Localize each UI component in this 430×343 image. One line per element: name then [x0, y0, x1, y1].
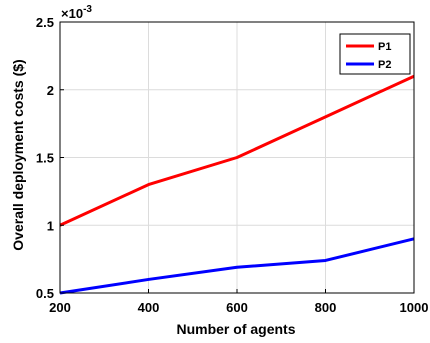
series-line-p2	[59, 237, 415, 295]
x-tick-label: 200	[49, 300, 71, 315]
x-tick-label: 1000	[400, 300, 429, 315]
y-tick-label: 0.5	[36, 286, 54, 301]
legend-box	[339, 33, 411, 75]
legend-label-p2: P2	[378, 59, 391, 71]
y-tick-label: 1	[47, 218, 54, 233]
y-exponent-label: ×10-3	[61, 4, 92, 21]
legend-label-p1: P1	[378, 41, 391, 53]
y-tick-label: 2.5	[36, 15, 54, 30]
x-tick-label: 600	[226, 300, 248, 315]
series-line-p1	[59, 74, 415, 227]
series-layer	[59, 74, 415, 295]
x-tick-label: 400	[138, 300, 160, 315]
y-tick-label: 1.5	[36, 151, 54, 166]
legend: P1 P2	[339, 33, 411, 75]
y-exponent-power: -3	[83, 4, 92, 15]
y-tick-label: 2	[47, 83, 54, 98]
x-axis-label: Number of agents	[176, 321, 295, 337]
x-tick-label: 800	[315, 300, 337, 315]
tick-layer: 200 400 600 800 1000 0.5 1 1.5 2 2.5	[36, 15, 429, 315]
y-axis-label: Overall deployment costs ($)	[10, 59, 26, 250]
